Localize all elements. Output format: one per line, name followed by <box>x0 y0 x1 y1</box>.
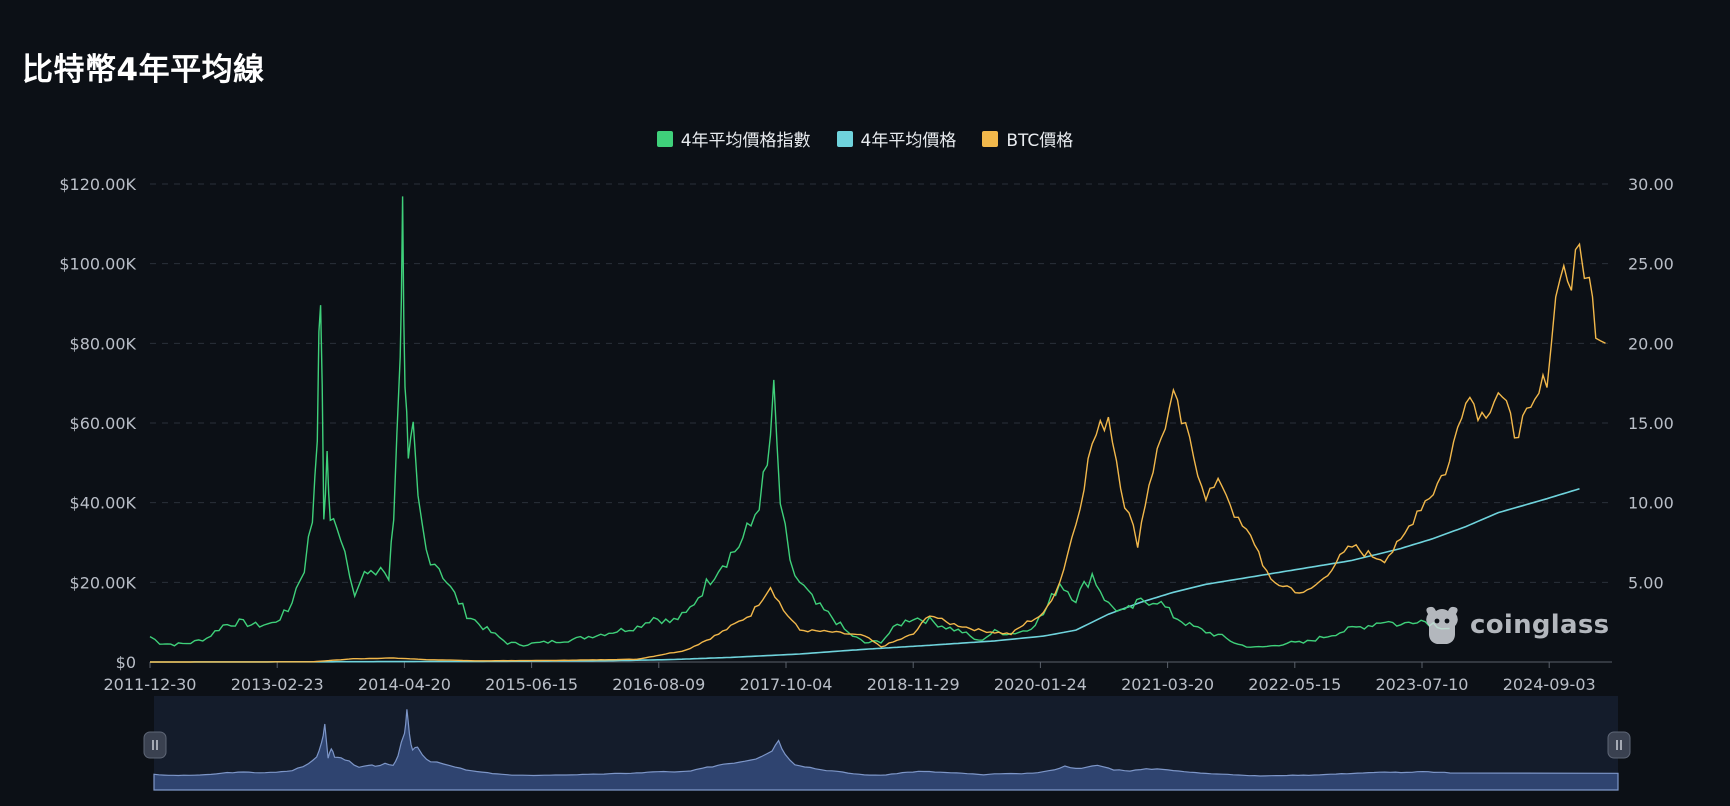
legend-item-avg[interactable]: 4年平均價格 <box>836 126 957 151</box>
series-line-btc-price <box>150 242 1606 663</box>
series-line-4yr-avg-index <box>149 196 1450 648</box>
y-right-tick-label: 20.00 <box>1628 334 1674 353</box>
y-left-tick-label: $60.00K <box>70 414 137 433</box>
legend-swatch-avg <box>836 130 853 147</box>
legend-item-index[interactable]: 4年平均價格指數 <box>656 126 811 151</box>
x-tick-label: 2013-02-23 <box>231 675 324 694</box>
y-left-tick-label: $20.00K <box>70 573 137 592</box>
x-tick-label: 2022-05-15 <box>1248 675 1341 694</box>
y-left-tick-label: $0 <box>116 653 136 672</box>
legend-swatch-btc <box>982 130 999 147</box>
x-tick-label: 2024-09-03 <box>1503 675 1596 694</box>
navigator-handle-left[interactable] <box>143 731 167 759</box>
legend-label-index: 4年平均價格指數 <box>680 131 811 151</box>
legend-label-avg: 4年平均價格 <box>860 131 957 151</box>
y-left-tick-label: $120.00K <box>59 175 136 194</box>
x-tick-label: 2017-10-04 <box>740 675 833 694</box>
x-tick-label: 2021-03-20 <box>1121 675 1214 694</box>
y-right-tick-label: 25.00 <box>1628 255 1674 274</box>
series-line-4yr-avg-price <box>150 487 1580 663</box>
watermark-text: coinglass <box>1470 610 1610 640</box>
coinglass-watermark: coinglass <box>1422 604 1609 646</box>
x-tick-label: 2023-07-10 <box>1376 675 1469 694</box>
navigator-area <box>153 709 1619 791</box>
y-right-tick-label: 10.00 <box>1628 494 1674 513</box>
y-right-tick-label: 15.00 <box>1628 414 1674 433</box>
legend-label-btc: BTC價格 <box>1006 131 1074 151</box>
y-right-tick-label: 5.00 <box>1628 573 1664 592</box>
chart-title: 比特幣4年平均線 <box>22 52 265 88</box>
x-tick-label: 2020-01-24 <box>994 675 1087 694</box>
navigator-handle-right[interactable] <box>1607 731 1631 759</box>
x-tick-label: 2016-08-09 <box>612 675 705 694</box>
coinglass-logo-icon <box>1426 606 1458 644</box>
y-left-tick-label: $80.00K <box>70 334 137 353</box>
x-tick-label: 2018-11-29 <box>867 675 960 694</box>
x-tick-label: 2015-06-15 <box>485 675 578 694</box>
legend-swatch-index <box>656 130 673 147</box>
y-left-tick-label: $100.00K <box>59 255 136 274</box>
x-tick-label: 2014-04-20 <box>358 675 451 694</box>
y-left-tick-label: $40.00K <box>70 494 137 513</box>
x-tick-label: 2011-12-30 <box>104 675 197 694</box>
chart-legend: 4年平均價格指數 4年平均價格 BTC價格 <box>0 126 1730 151</box>
legend-item-btc[interactable]: BTC價格 <box>982 126 1073 151</box>
y-right-tick-label: 30.00 <box>1628 175 1674 194</box>
